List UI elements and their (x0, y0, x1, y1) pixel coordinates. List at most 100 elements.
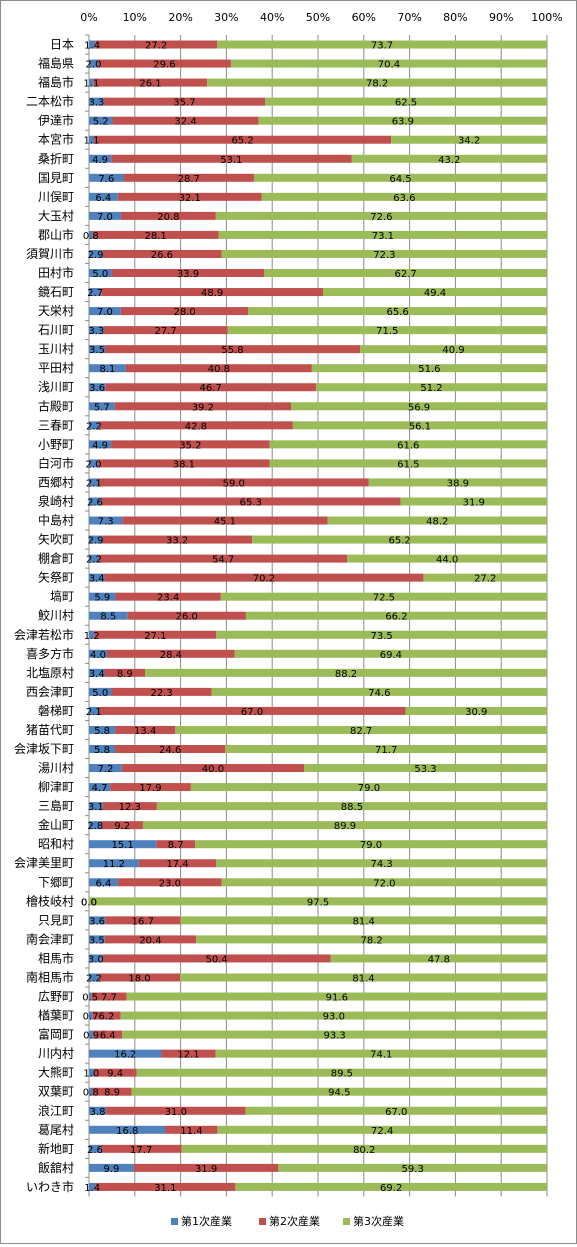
category-label: 三島町 (38, 798, 74, 813)
category-label: 矢祭町 (38, 571, 74, 585)
data-label: 3.6 (89, 916, 105, 927)
data-label: 32.4 (174, 117, 196, 128)
bar-segment-3 (122, 1030, 547, 1039)
data-label: 20.4 (139, 935, 161, 946)
data-label: 74.3 (371, 859, 393, 870)
data-label: 40.8 (208, 364, 230, 375)
data-label: 29.6 (153, 60, 175, 71)
data-label: 0.9 (83, 1031, 99, 1042)
bar-segment-1 (89, 764, 122, 773)
data-label: 44.0 (436, 555, 458, 566)
bar-segment-1 (89, 973, 99, 982)
bar-segment-1 (89, 1144, 101, 1153)
data-label: 5.7 (94, 402, 110, 413)
bar-segment-3 (330, 954, 547, 963)
data-label: 8.1 (100, 364, 116, 375)
bar-segment-1 (89, 154, 112, 163)
data-label: 1.0 (83, 1069, 99, 1080)
bar-segment-2 (94, 630, 217, 639)
data-label: 4.9 (92, 155, 108, 166)
data-label: 51.2 (420, 383, 442, 394)
category-label: 平田村 (38, 361, 74, 375)
bar-segment-2 (92, 1087, 132, 1096)
data-label: 65.2 (388, 536, 410, 547)
data-label: 1.4 (84, 41, 100, 52)
bar-segment-1 (89, 326, 104, 335)
data-label: 2.1 (86, 478, 102, 489)
data-label: 65.6 (387, 307, 409, 318)
data-label: 4.9 (92, 440, 108, 451)
data-label: 6.4 (96, 878, 112, 889)
bar-segment-2 (95, 1182, 236, 1191)
data-label: 30.9 (465, 707, 487, 718)
bar-segment-3 (218, 230, 547, 239)
category-label: 川俣町 (38, 190, 74, 204)
data-label: 2.8 (87, 821, 103, 832)
bar-segment-2 (115, 725, 176, 734)
bar-segment-2 (101, 288, 323, 297)
bar-segment-3 (227, 326, 547, 335)
data-label: 9.2 (114, 821, 130, 832)
category-label: 郡山市 (38, 227, 74, 242)
bar-segment-3 (264, 97, 547, 106)
data-label: 2.9 (88, 536, 104, 547)
data-label: 38.9 (447, 478, 469, 489)
data-label: 48.2 (426, 517, 448, 528)
bar-segment-1 (89, 1068, 94, 1077)
data-label: 32.1 (179, 193, 201, 204)
bar-segment-1 (89, 1087, 93, 1096)
bar-segment-1 (89, 725, 116, 734)
data-label: 53.3 (414, 764, 436, 775)
data-label: 0.0 (81, 897, 97, 908)
data-label: 7.2 (97, 764, 113, 775)
bar-segment-2 (100, 1144, 182, 1153)
data-label: 54.7 (212, 555, 234, 566)
data-label: 43.2 (438, 155, 460, 166)
data-label: 33.9 (177, 269, 199, 280)
category-label: 本宮市 (38, 132, 74, 147)
bar-segment-1 (89, 459, 99, 468)
data-label: 3.4 (89, 669, 105, 680)
bar-segment-2 (106, 1106, 246, 1115)
data-label: 93.3 (323, 1031, 345, 1042)
data-label: 42.8 (185, 421, 207, 432)
x-tick-label: 50% (306, 11, 330, 24)
category-label: 葛尾村 (38, 1123, 74, 1137)
category-label: 古殿町 (38, 398, 74, 413)
bar-segment-3 (322, 288, 547, 297)
data-label: 26.1 (139, 79, 161, 90)
data-label: 51.6 (418, 364, 440, 375)
bar-segment-3 (368, 478, 547, 487)
category-label: 会津若松市 (14, 627, 74, 642)
bar-segment-3 (261, 192, 547, 201)
data-label: 28.4 (160, 650, 182, 661)
category-label: 楢葉町 (38, 1008, 74, 1023)
category-label: 飯舘村 (38, 1160, 74, 1175)
bar-segment-3 (180, 916, 547, 925)
bar-segment-1 (89, 497, 101, 506)
category-label: 相馬市 (38, 950, 74, 965)
data-label: 53.1 (220, 155, 242, 166)
category-label: 西会津町 (26, 685, 74, 699)
bar-segment-2 (101, 821, 143, 830)
bar-segment-1 (89, 135, 95, 144)
bar-segment-1 (89, 1163, 134, 1172)
bar-segment-2 (102, 535, 253, 544)
data-label: 17.4 (166, 859, 188, 870)
data-label: 65.3 (240, 497, 262, 508)
data-label: 5.9 (94, 593, 110, 604)
bar-segment-1 (89, 211, 121, 220)
category-label: 矢吹町 (38, 533, 74, 547)
category-label: 小野町 (38, 437, 74, 451)
bar-segment-1 (89, 402, 115, 411)
category-label: 棚倉町 (38, 551, 74, 566)
bar-segment-1 (89, 611, 128, 620)
category-label: 南会津町 (26, 931, 74, 946)
data-label: 7.0 (97, 212, 113, 223)
bar-segment-2 (104, 573, 424, 582)
data-label: 8.9 (117, 669, 133, 680)
data-label: 11.2 (103, 859, 125, 870)
bar-segment-3 (216, 859, 548, 868)
data-label: 5.0 (92, 269, 108, 280)
data-label: 13.4 (134, 726, 156, 737)
